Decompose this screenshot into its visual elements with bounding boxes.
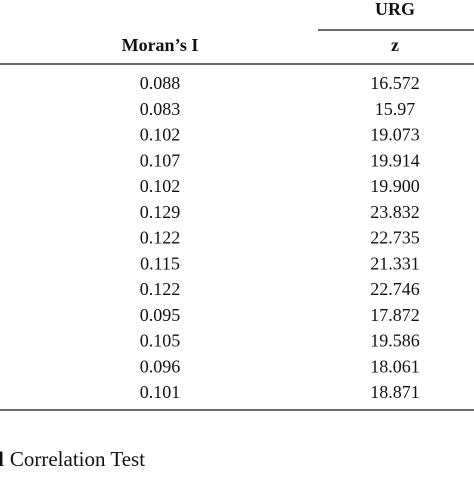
table-cell: 0.101 bbox=[140, 382, 181, 402]
table-cell: 0.102 bbox=[140, 176, 181, 196]
table-cell: 21.331 bbox=[370, 253, 420, 273]
table-cell: 19.900 bbox=[370, 176, 420, 196]
table-cell: 22.746 bbox=[370, 279, 420, 299]
caption: l Correlation Test bbox=[0, 447, 145, 471]
table-cell: 0.096 bbox=[140, 356, 181, 376]
caption-text: Correlation Test bbox=[10, 447, 145, 471]
table-cell: 22.735 bbox=[370, 228, 420, 248]
table-cell: 15.97 bbox=[375, 99, 416, 119]
table-cell: 18.871 bbox=[370, 382, 420, 402]
table-cell: 16.572 bbox=[370, 73, 420, 93]
caption-label: l bbox=[0, 447, 4, 471]
column-header: Moran’s I bbox=[122, 35, 199, 55]
table-cell: 0.102 bbox=[140, 125, 181, 145]
table-cell: 0.095 bbox=[140, 305, 181, 325]
table-cell: 0.115 bbox=[140, 253, 180, 273]
table-cell: 17.872 bbox=[370, 305, 420, 325]
table-cell: 0.105 bbox=[140, 331, 181, 351]
table-cell: 0.088 bbox=[140, 73, 181, 93]
table-cell: 0.107 bbox=[140, 150, 181, 170]
table-cell: 0.129 bbox=[140, 202, 181, 222]
group-header: URG bbox=[375, 0, 415, 19]
table-cell: 0.122 bbox=[140, 279, 181, 299]
table-cell: 0.122 bbox=[140, 228, 181, 248]
table-cell: 19.073 bbox=[370, 125, 420, 145]
table-cell: 0.083 bbox=[140, 99, 181, 119]
table-cell: 23.832 bbox=[370, 202, 420, 222]
table-cell: 19.586 bbox=[370, 331, 420, 351]
table-body: 0.088 16.572 0.083 15.97 0.102 19.073 0.107 19.… bbox=[140, 73, 420, 402]
column-header: z bbox=[391, 35, 399, 55]
table-cell: 19.914 bbox=[370, 150, 420, 170]
table-cell: 18.061 bbox=[370, 356, 420, 376]
